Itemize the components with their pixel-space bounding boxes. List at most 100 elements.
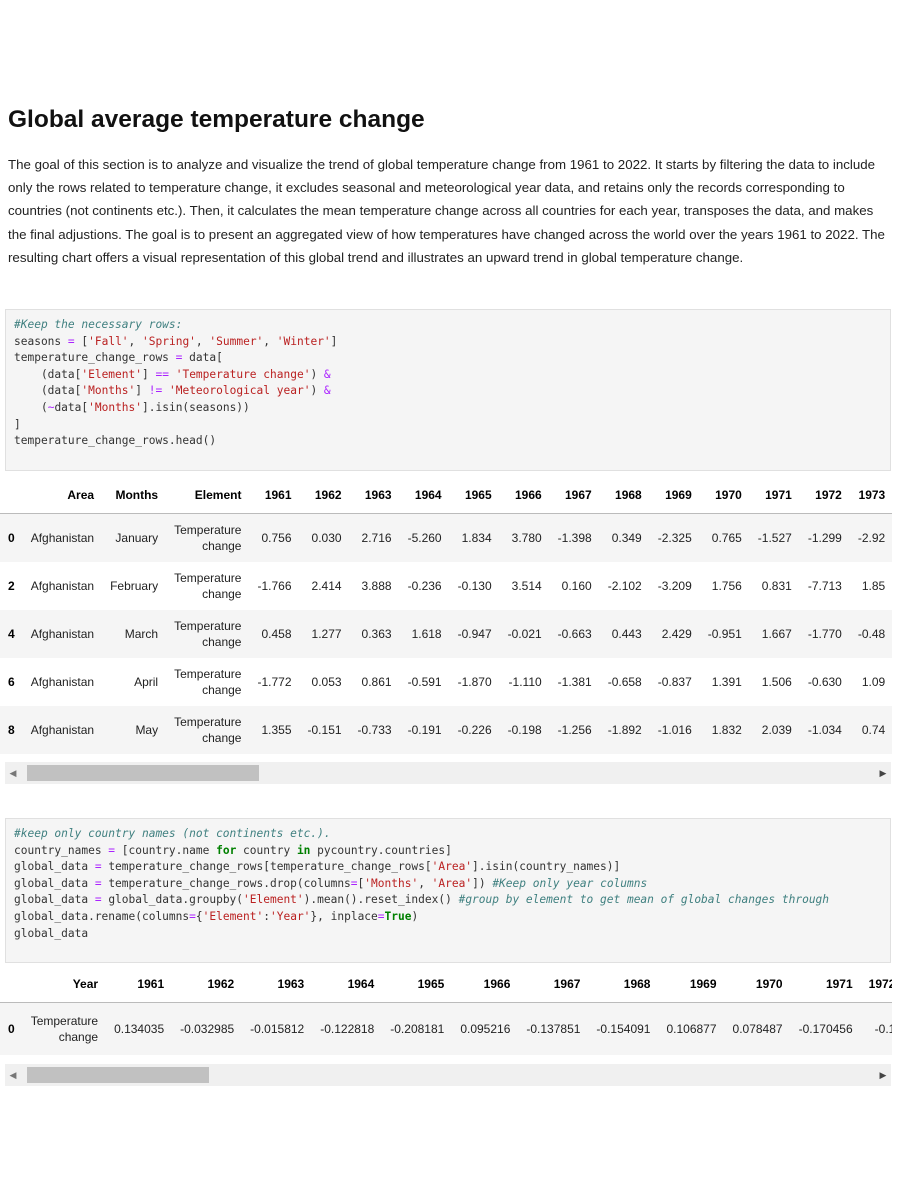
table-cell: 0.053 [311, 675, 342, 689]
row-index: 0 [8, 1022, 15, 1036]
scroll-left-arrow-icon[interactable]: ◀ [9, 767, 17, 778]
output-table-head: Area Months Element 1961 1962 1963 1964 1965 196… [0, 477, 892, 759]
table-cell: Temperature change [174, 667, 242, 697]
code-line: temperature_change_rows.head() [14, 434, 217, 448]
table-cell: January [115, 531, 159, 545]
table-cell: -0.951 [707, 627, 742, 641]
table-cell: -7.713 [807, 579, 842, 593]
table-cell: -0.151 [307, 723, 342, 737]
column-header: 1969 [689, 977, 717, 991]
table-cell: -1.299 [807, 531, 842, 545]
table-cell: -1.892 [607, 723, 642, 737]
table-cell: -0.032985 [180, 1022, 235, 1036]
table-cell: -0.015812 [250, 1022, 305, 1036]
table-row: 0 Afghanistan January Temperature change 0.7… [0, 513, 892, 562]
scroll-right-arrow-icon[interactable]: ▶ [879, 767, 887, 778]
table-cell: 0.765 [711, 531, 742, 545]
table-cell: -1.256 [557, 723, 592, 737]
table-cell: 0.74 [861, 723, 886, 737]
table-cell: -0.630 [807, 675, 842, 689]
table-cell: -0.021 [507, 627, 542, 641]
column-header: 1972 [815, 488, 842, 502]
table-row: 8 Afghanistan May Temperature change 1.355 -0… [0, 706, 892, 754]
table-cell: -0.122818 [320, 1022, 375, 1036]
column-header: 1965 [464, 488, 492, 502]
scrollbar-thumb[interactable] [27, 765, 259, 781]
column-header: 1964 [347, 977, 375, 991]
table-cell: -0.837 [657, 675, 692, 689]
table-cell: -0.236 [407, 579, 442, 593]
table-cell: 0.349 [611, 531, 642, 545]
table-cell: April [134, 675, 159, 689]
table-cell: -1.398 [557, 531, 592, 545]
dataframe-table: Area Months Element 1961 1962 1963 1964 1965 196… [0, 477, 892, 754]
table-row: 6 Afghanistan April Temperature change -1.77… [0, 658, 892, 706]
column-header: 1967 [565, 488, 592, 502]
column-header: 1971 [765, 488, 792, 502]
table-cell: 1.834 [461, 531, 492, 545]
table-cell: Temperature change [30, 1014, 99, 1044]
row-index: 4 [8, 627, 15, 641]
table-cell: 0.861 [361, 675, 392, 689]
code-line: temperature_change_rows = data[ [14, 351, 223, 365]
column-header: 1968 [615, 488, 642, 502]
column-header: 1970 [715, 488, 742, 502]
table-cell: 1.832 [711, 723, 742, 737]
table-cell: 3.514 [511, 579, 542, 593]
table-cell: -0.226 [457, 723, 492, 737]
code-line: #Keep the necessary rows: [14, 318, 183, 331]
table-cell: -0.208181 [390, 1022, 445, 1036]
horizontal-scrollbar[interactable]: ◀ ▶ [5, 762, 891, 784]
column-header: 1966 [483, 977, 511, 991]
table-cell: 1.355 [261, 723, 292, 737]
table-cell: -0.154091 [596, 1022, 651, 1036]
table-cell: 2.414 [311, 579, 342, 593]
table-cell: 0.030 [311, 531, 342, 545]
table-cell: 0.363 [361, 627, 392, 641]
scroll-left-arrow-icon[interactable]: ◀ [9, 1069, 17, 1080]
column-header: 1971 [825, 977, 853, 991]
column-header: 1961 [264, 488, 292, 502]
table-cell: -0.658 [607, 675, 642, 689]
table-cell: Afghanistan [30, 531, 95, 545]
table-cell: -0.191 [407, 723, 442, 737]
table-cell: -0.170456 [798, 1022, 853, 1036]
table-cell: -1.870 [457, 675, 492, 689]
column-header: Months [115, 488, 159, 502]
column-header [0, 966, 23, 1003]
table-cell: 0.756 [261, 531, 292, 545]
table-cell: 1.85 [861, 579, 886, 593]
row-index: 0 [8, 531, 15, 545]
dataframe-table-global: Year 1961 1962 1963 1964 1965 1966 1967 1968 1969… [0, 966, 892, 1055]
scroll-right-arrow-icon[interactable]: ▶ [879, 1069, 887, 1080]
column-header [0, 477, 23, 514]
table-cell: 1.09 [861, 675, 886, 689]
scrollbar-thumb[interactable] [27, 1067, 209, 1083]
table-cell: Temperature change [174, 619, 242, 649]
code-line: global_data = global_data.groupby('Eleme… [14, 893, 830, 907]
table-cell: Afghanistan [30, 723, 95, 737]
row-index: 6 [8, 675, 15, 689]
code-line: (data['Element'] == 'Temperature change'… [14, 367, 331, 381]
column-header: 1963 [364, 488, 392, 502]
code-cell-global-data[interactable]: #keep only country names (not continents… [5, 818, 891, 963]
table-cell: 1.391 [711, 675, 742, 689]
table-cell: -2.325 [657, 531, 692, 545]
column-header: Area [67, 488, 95, 502]
table-cell: Temperature change [174, 715, 242, 745]
table-cell: Afghanistan [30, 675, 95, 689]
table-cell: 1.756 [711, 579, 742, 593]
column-header: 1965 [417, 977, 445, 991]
row-index: 8 [8, 723, 15, 737]
table-cell: 0.078487 [732, 1022, 783, 1036]
table-cell: 0.831 [761, 579, 792, 593]
column-header: Year [72, 977, 99, 991]
horizontal-scrollbar-2[interactable]: ◀ ▶ [5, 1064, 891, 1086]
table-cell: -0.48 [857, 627, 886, 641]
code-cell-keep-rows[interactable]: #Keep the necessary rows: seasons = ['Fal… [5, 309, 891, 471]
column-header: Element [194, 488, 242, 502]
table-cell: -1.381 [557, 675, 592, 689]
column-header: 1962 [314, 488, 342, 502]
column-header: 1973 [858, 488, 886, 502]
table-cell: -1.770 [807, 627, 842, 641]
